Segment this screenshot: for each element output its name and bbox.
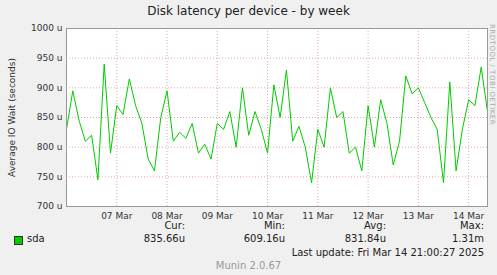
html-text:Disk latency per device - by w: Disk latency per device - by week [147, 4, 350, 18]
html-text:Cur:: Cur: [164, 220, 185, 231]
svg-text:13 Mar: 13 Mar [403, 211, 435, 221]
svg-text:08 Mar: 08 Mar [151, 211, 183, 221]
html-text:835.66u: 835.66u [143, 233, 185, 244]
svg-text:07 Mar: 07 Mar [101, 211, 133, 221]
svg-text:800 u: 800 u [37, 142, 63, 152]
html-text:RRDTOOL / TOBI OETIKER: RRDTOOL / TOBI OETIKER [488, 24, 496, 126]
svg-text:14 Mar: 14 Mar [453, 211, 485, 221]
svg-text:Average IO Wait (seconds): Average IO Wait (seconds) [7, 58, 17, 177]
svg-text:11 Mar: 11 Mar [302, 211, 334, 221]
html-text:sda: sda [27, 233, 45, 244]
html-text:Avg:: Avg: [364, 220, 386, 231]
svg-text:850 u: 850 u [37, 112, 63, 122]
svg-text:700 u: 700 u [37, 201, 63, 211]
svg-text:09 Mar: 09 Mar [202, 211, 234, 221]
html-text:1.31m: 1.31m [452, 233, 484, 244]
svg-text:1000 u: 1000 u [31, 23, 62, 33]
svg-text:10 Mar: 10 Mar [252, 211, 284, 221]
html-text:Min:: Min: [263, 220, 285, 231]
svg-text:900 u: 900 u [37, 83, 63, 93]
svg-text:12 Mar: 12 Mar [352, 211, 384, 221]
html-text:609.16u: 609.16u [243, 233, 285, 244]
html-text:Last update: Fri Mar 14 21:00:: Last update: Fri Mar 14 21:00:27 2025 [291, 247, 484, 258]
html-text:831.84u: 831.84u [344, 233, 386, 244]
svg-text:750 u: 750 u [37, 172, 63, 182]
svg-text:950 u: 950 u [37, 53, 63, 63]
html-text:Munin 2.0.67: Munin 2.0.67 [215, 260, 282, 271]
html-text:Max:: Max: [460, 220, 484, 231]
